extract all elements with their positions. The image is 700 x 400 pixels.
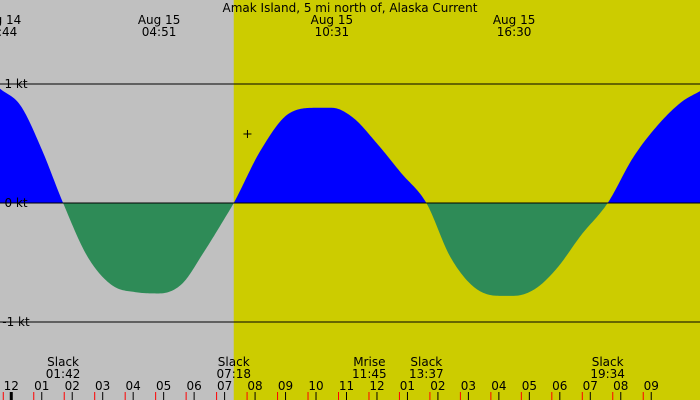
y-tick-label: 0 kt	[4, 196, 27, 210]
event-time: 13:37	[409, 367, 444, 381]
bottom-event-labels: Sunset22:55Slack01:42Slack07:18Mrise11:4…	[46, 355, 625, 381]
flood-area	[607, 91, 700, 203]
extreme-date: Aug 15	[138, 13, 181, 27]
hour-tick-label: 04	[491, 379, 506, 393]
flood-area	[0, 88, 64, 203]
hour-tick-label: 02	[430, 379, 445, 393]
event-time: 19:34	[590, 367, 625, 381]
hour-tick-label: 01	[400, 379, 415, 393]
current-time-marker	[243, 129, 252, 138]
hour-tick-label: 03	[95, 379, 110, 393]
event-name: Slack	[47, 355, 79, 369]
event-name: Slack	[410, 355, 442, 369]
extreme-label: Aug 1422:44	[0, 13, 21, 39]
hour-tick-label: 10	[308, 379, 323, 393]
hour-tick-label: 02	[65, 379, 80, 393]
hour-tick-label: 09	[644, 379, 659, 393]
hour-tick-label: 06	[186, 379, 201, 393]
extreme-time: 16:30	[497, 25, 532, 39]
event-name: Slack	[218, 355, 250, 369]
hour-tick-label: 03	[461, 379, 476, 393]
event-name: Mrise	[353, 355, 385, 369]
current-areas	[0, 88, 700, 296]
extreme-time: 10:31	[315, 25, 350, 39]
ebb-area	[63, 203, 234, 294]
hour-tick-label: 04	[126, 379, 141, 393]
hour-tick-label: 07	[583, 379, 598, 393]
extreme-date: Aug 15	[493, 13, 536, 27]
event-time: 01:42	[46, 367, 81, 381]
hour-axis: 1112010203040506070809101112010203040506…	[2, 379, 659, 400]
extreme-date: Aug 15	[311, 13, 354, 27]
extreme-time: 22:44	[0, 25, 17, 39]
hour-tick-label: 11	[339, 379, 354, 393]
chart-title: Amak Island, 5 mi north of, Alaska Curre…	[223, 1, 478, 15]
event-time: 07:18	[216, 367, 251, 381]
kt-gridlines	[0, 83, 700, 323]
flood-area	[233, 107, 427, 203]
hour-tick-label: 12	[4, 379, 19, 393]
hour-tick-label: 01	[34, 379, 49, 393]
hour-tick-label: 05	[522, 379, 537, 393]
y-tick-label: 1 kt	[4, 77, 27, 91]
event-time: 11:45	[352, 367, 387, 381]
hour-tick-label: 12	[369, 379, 384, 393]
hour-tick-label: 07	[217, 379, 232, 393]
y-axis-labels: 1 kt 0 kt -1 kt	[2, 77, 30, 329]
hour-tick-label: 09	[278, 379, 293, 393]
y-tick-label: -1 kt	[2, 315, 30, 329]
hour-tick-label: 08	[247, 379, 262, 393]
ebb-area	[426, 203, 608, 296]
hour-tick-label: 05	[156, 379, 171, 393]
extreme-time: 04:51	[142, 25, 177, 39]
extreme-date: Aug 14	[0, 13, 21, 27]
hour-tick-label: 08	[613, 379, 628, 393]
hour-tick-label: 06	[552, 379, 567, 393]
event-name: Slack	[592, 355, 624, 369]
